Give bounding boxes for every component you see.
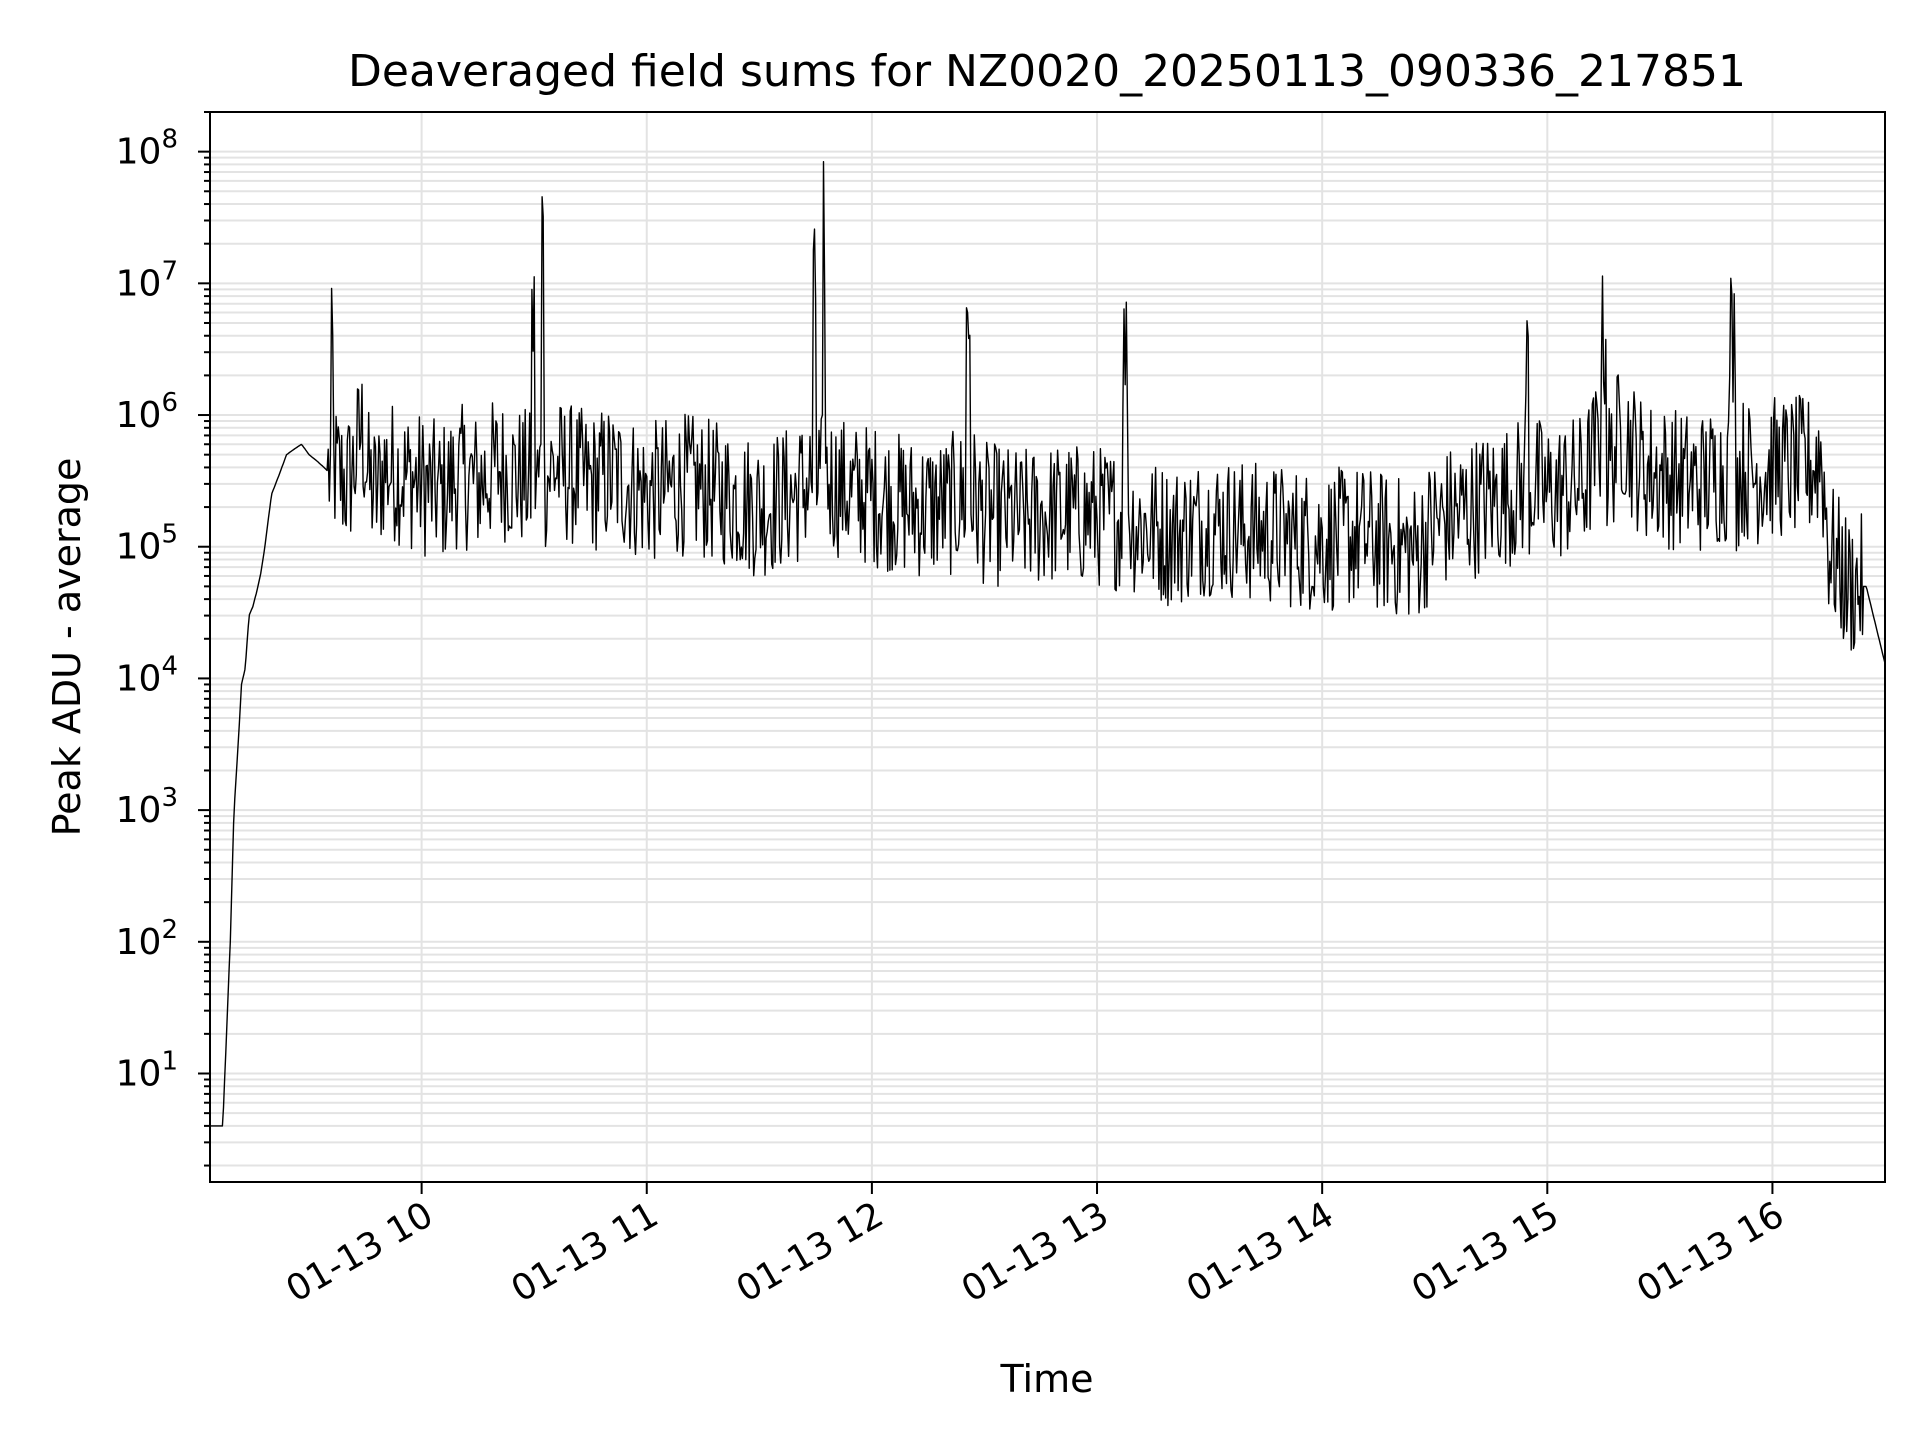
y-tick-label: 101 [116,1046,178,1094]
x-tick-label: 01-13 13 [955,1194,1116,1310]
x-axis-label: Time [1000,1357,1094,1401]
x-tick-label: 01-13 10 [279,1194,440,1310]
y-tick-label: 104 [116,651,178,699]
x-tick-label: 01-13 14 [1180,1194,1341,1310]
y-tick-label: 107 [116,256,178,304]
grid [210,111,1885,1182]
x-tick-label: 01-13 15 [1405,1194,1566,1310]
x-axis: 01-13 10 01-13 11 01-13 12 01-13 13 01-13 14… [279,1182,1791,1311]
x-tick-label: 01-13 11 [505,1194,666,1310]
y-tick-label: 102 [116,915,178,963]
y-axis-label: Peak ADU - average [45,458,89,837]
y-axis: 101 102 103 104 105 106 107 108 [116,111,210,1167]
chart-title: Deaveraged field sums for NZ0020_2025011… [348,46,1746,97]
y-tick-label: 108 [116,125,178,173]
series-layer [210,161,1886,1127]
series-line [210,161,1886,1127]
y-tick-label: 105 [116,520,178,568]
plot-frame [209,111,1886,1183]
y-tick-label: 106 [116,388,178,436]
y-tick-label: 103 [116,783,178,831]
x-tick-label: 01-13 16 [1630,1194,1791,1310]
x-tick-label: 01-13 12 [730,1194,891,1310]
